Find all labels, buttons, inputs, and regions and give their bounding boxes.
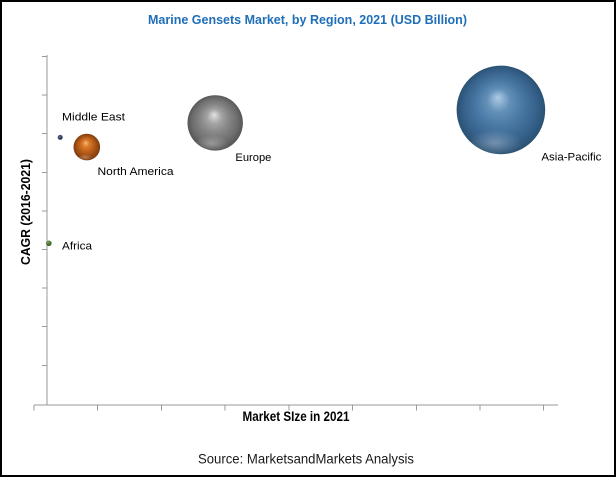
svg-text:Source: MarketsandMarkets An: Source: MarketsandMarkets Analysis (198, 450, 414, 466)
svg-text:Europe: Europe (235, 152, 271, 164)
svg-text:Market SIze in 2021: Market SIze in 2021 (243, 408, 350, 424)
svg-text:Africa: Africa (62, 241, 93, 253)
svg-text:Asia-Pacific: Asia-Pacific (541, 152, 602, 164)
svg-text:Middle East: Middle East (62, 112, 125, 124)
svg-text:CAGR (2016-2021): CAGR (2016-2021) (18, 159, 33, 265)
svg-text:North America: North America (98, 166, 175, 178)
svg-text:Marine Gensets Market, by Regi: Marine Gensets Market, by Region, 2021 (… (148, 12, 467, 27)
